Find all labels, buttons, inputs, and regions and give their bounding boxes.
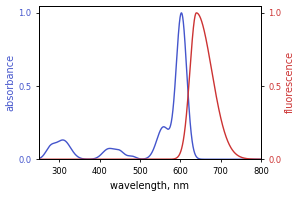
Y-axis label: fluorescence: fluorescence [284,51,294,113]
Y-axis label: absorbance: absorbance [6,54,16,111]
X-axis label: wavelength, nm: wavelength, nm [110,181,190,191]
